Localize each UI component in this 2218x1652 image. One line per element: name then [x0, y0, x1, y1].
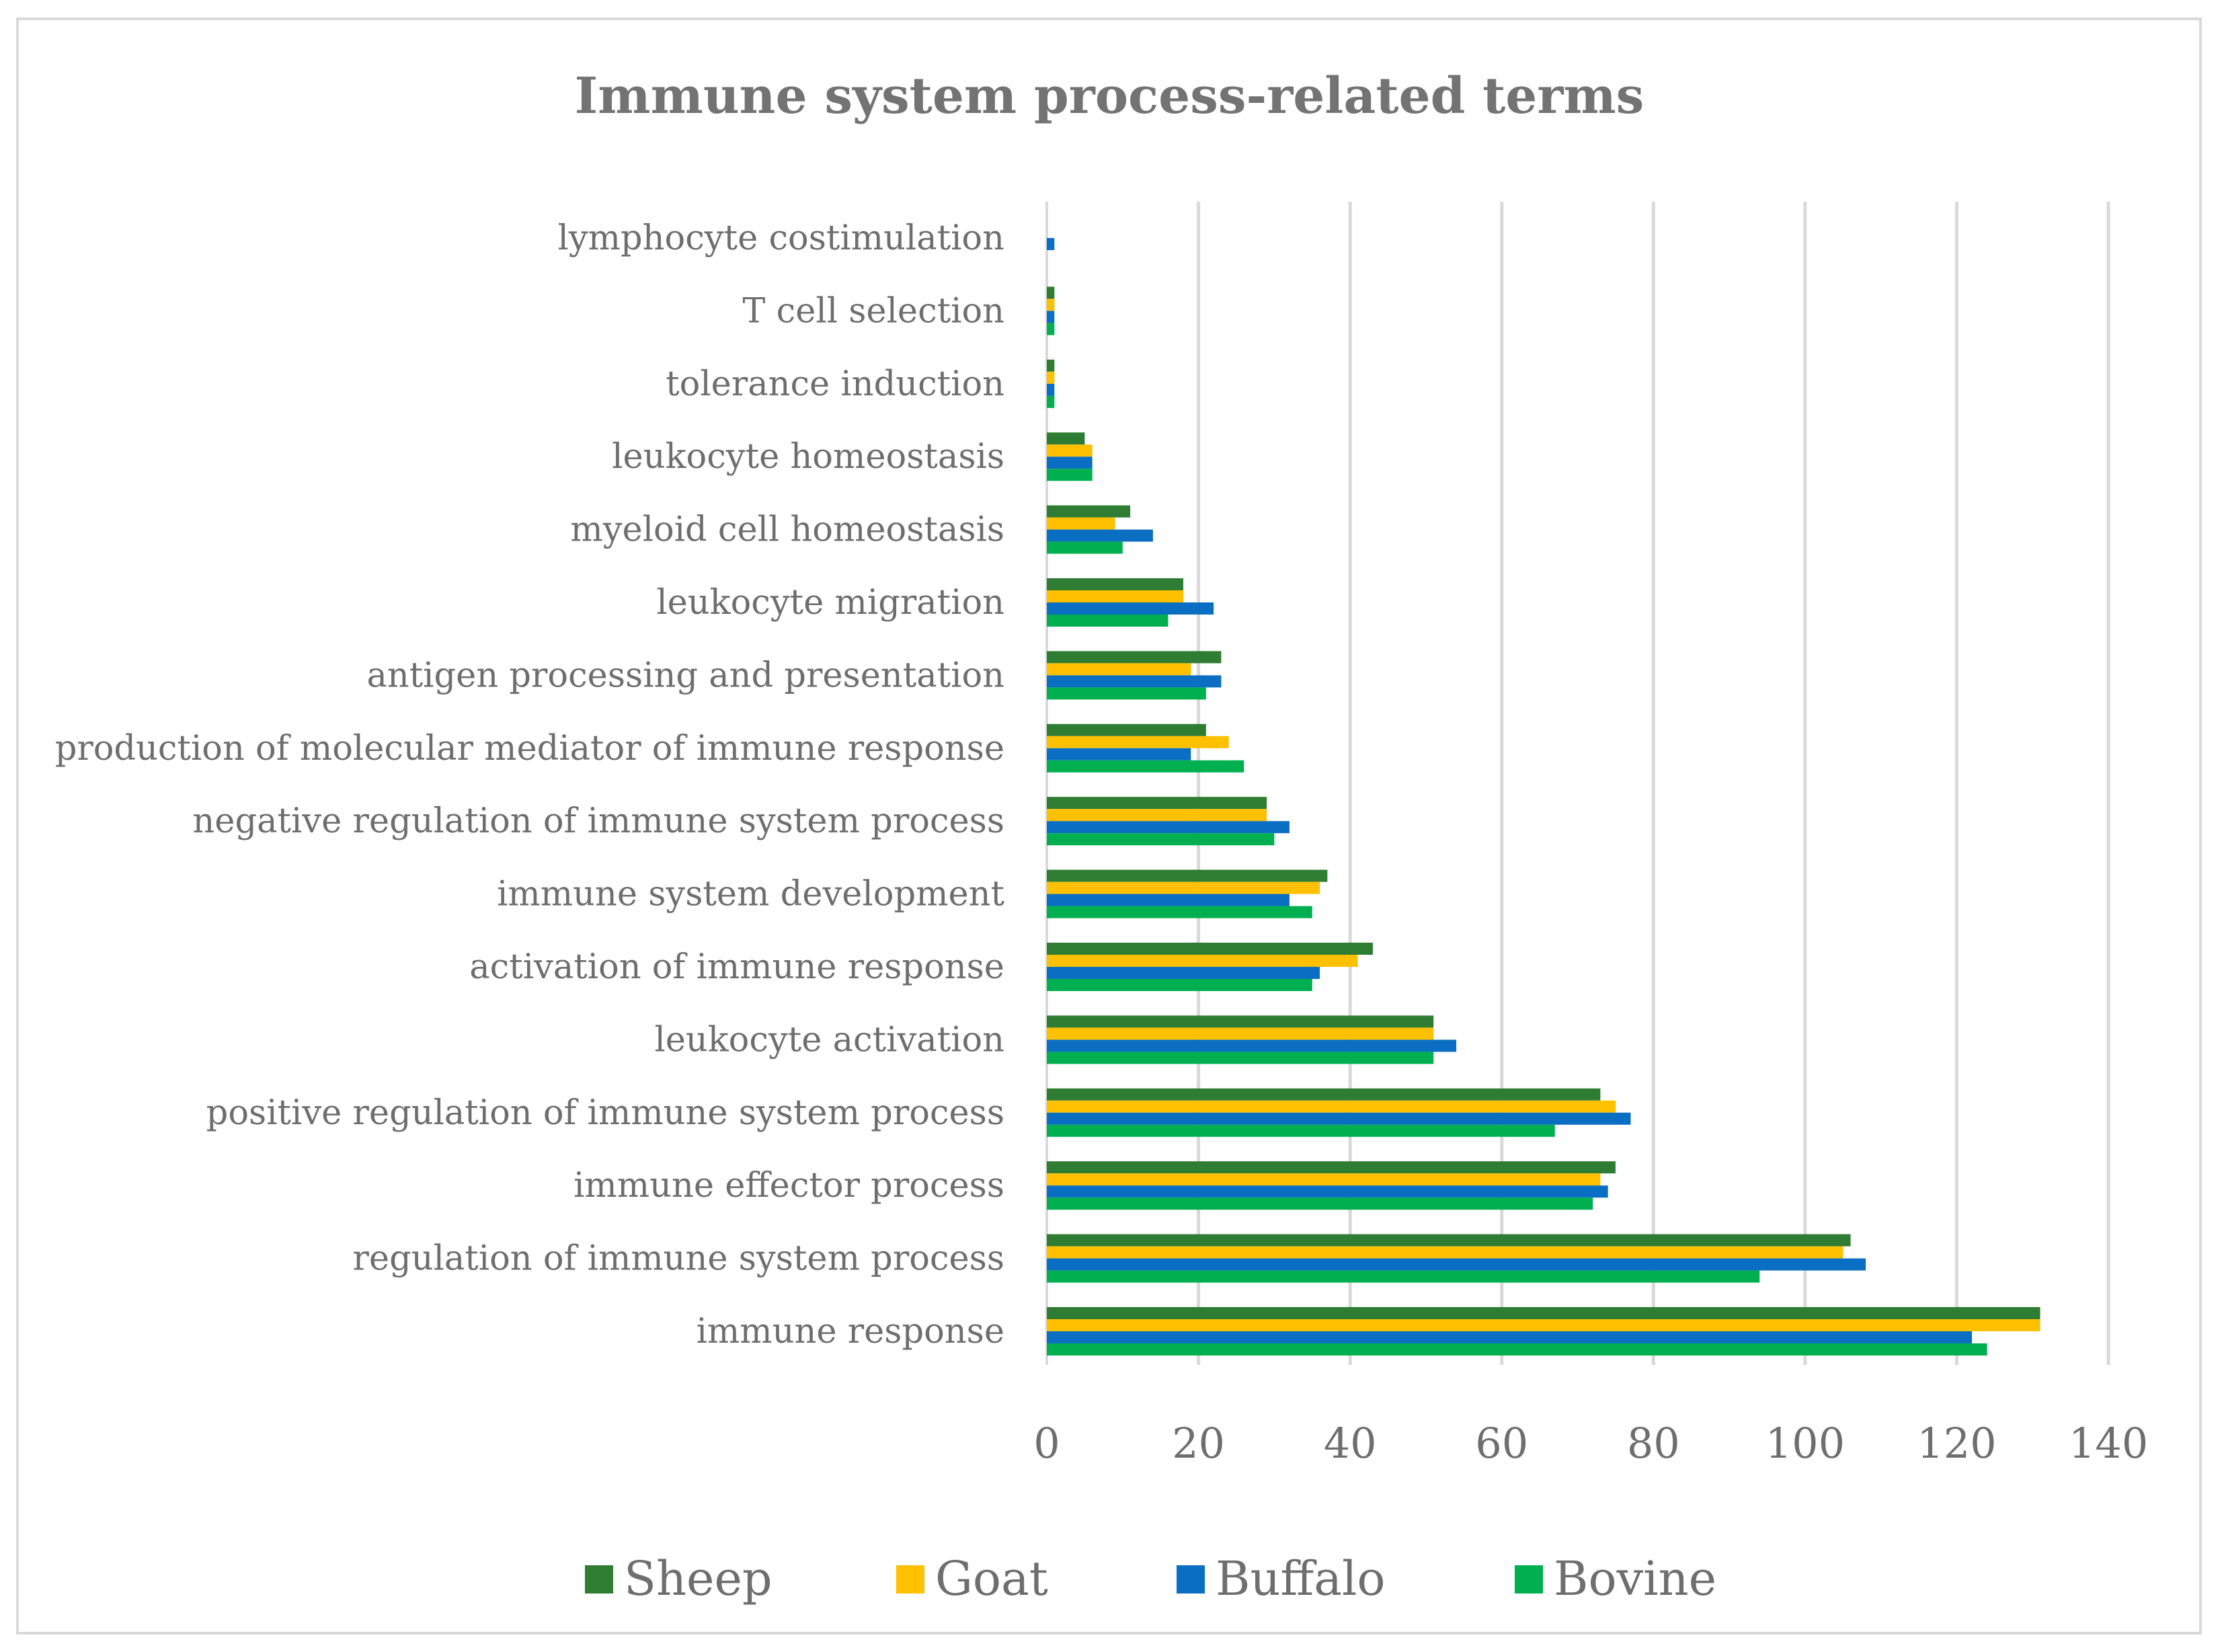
bar-buffalo [1047, 675, 1222, 688]
bar-bovine [1047, 760, 1244, 773]
category-label: production of molecular mediator of immu… [55, 729, 1004, 769]
category-label: leukocyte homeostasis [612, 437, 1004, 477]
bar-bovine [1047, 541, 1123, 554]
bar-bovine [1047, 687, 1206, 700]
legend: Sheep Goat Buffalo Bovine [585, 1551, 1716, 1606]
category-label: T cell selection [742, 291, 1004, 331]
bar-bovine [1047, 615, 1169, 627]
legend-label-goat: Goat [935, 1551, 1048, 1606]
bar-bovine [1047, 1343, 1987, 1355]
bar-goat [1047, 299, 1055, 311]
x-tick-label: 40 [1324, 1419, 1377, 1468]
category-label: tolerance induction [666, 364, 1004, 404]
x-tick-label: 100 [1766, 1419, 1845, 1468]
bar-goat [1047, 517, 1115, 530]
bar-bovine [1047, 395, 1055, 408]
bar-sheep [1047, 359, 1055, 372]
legend-swatch-sheep [585, 1565, 613, 1594]
bar-sheep [1047, 1161, 1616, 1174]
category-label: leukocyte activation [654, 1020, 1004, 1060]
x-tick-label: 60 [1475, 1419, 1528, 1468]
legend-swatch-bovine [1515, 1565, 1543, 1594]
bar-goat [1047, 444, 1093, 457]
bar-bovine [1047, 979, 1312, 991]
legend-label-buffalo: Buffalo [1216, 1551, 1386, 1606]
bar-sheep [1047, 723, 1206, 736]
bar-bovine [1047, 906, 1312, 918]
category-label: immune response [697, 1312, 1004, 1351]
bar-goat [1047, 371, 1055, 384]
bar-buffalo [1047, 311, 1055, 323]
bar-sheep [1047, 943, 1373, 955]
x-tick-labels: 0 20 40 60 80 100 120 140 [1033, 1419, 2148, 1468]
bar-goat [1047, 1173, 1601, 1186]
bar-bovine [1047, 1270, 1760, 1283]
bar-buffalo [1047, 1112, 1631, 1125]
bar-goat [1047, 1319, 2041, 1331]
bar-buffalo [1047, 967, 1320, 979]
bar-sheep [1047, 1234, 1851, 1247]
category-label: leukocyte migration [656, 583, 1004, 623]
bar-bovine [1047, 1124, 1555, 1137]
category-labels: immune response regulation of immune syst… [55, 219, 1005, 1351]
bar-goat [1047, 736, 1229, 748]
bar-sheep [1047, 1307, 2041, 1319]
bar-buffalo [1047, 1185, 1608, 1198]
bar-goat [1047, 663, 1191, 676]
category-label: antigen processing and presentation [366, 656, 1004, 695]
bar-buffalo [1047, 1331, 1972, 1343]
bar-goat [1047, 1100, 1616, 1113]
x-tick-label: 0 [1033, 1419, 1060, 1468]
bar-sheep [1047, 869, 1328, 882]
bar-buffalo [1047, 238, 1055, 250]
legend-label-sheep: Sheep [624, 1551, 773, 1606]
x-tick-label: 120 [1917, 1419, 1996, 1468]
bar-buffalo [1047, 1258, 1866, 1271]
category-label: negative regulation of immune system pro… [192, 801, 1004, 841]
bar-sheep [1047, 286, 1055, 299]
category-label: lymphocyte costimulation [558, 219, 1004, 258]
category-label: regulation of immune system process [353, 1239, 1004, 1279]
bar-buffalo [1047, 383, 1055, 396]
bar-bovine [1047, 469, 1093, 481]
x-tick-label: 140 [2069, 1419, 2148, 1468]
bar-sheep [1047, 432, 1085, 445]
bar-goat [1047, 809, 1267, 822]
bar-buffalo [1047, 1039, 1457, 1052]
bar-goat [1047, 1027, 1434, 1040]
x-tick-label: 20 [1172, 1419, 1225, 1468]
legend-label-bovine: Bovine [1554, 1551, 1716, 1606]
bar-sheep [1047, 578, 1184, 590]
category-label: myeloid cell homeostasis [570, 510, 1004, 550]
legend-swatch-buffalo [1177, 1565, 1205, 1594]
bar-buffalo [1047, 894, 1290, 906]
bar-buffalo [1047, 602, 1214, 615]
bar-goat [1047, 590, 1184, 602]
bar-goat [1047, 1246, 1844, 1259]
bars [1047, 238, 2041, 1355]
bar-sheep [1047, 651, 1222, 664]
category-label: positive regulation of immune system pro… [206, 1093, 1004, 1133]
bar-sheep [1047, 1015, 1434, 1028]
bar-buffalo [1047, 529, 1153, 542]
bar-goat [1047, 881, 1320, 894]
x-tick-label: 80 [1627, 1419, 1680, 1468]
category-label: activation of immune response [469, 947, 1004, 987]
bar-sheep [1047, 797, 1267, 810]
bar-buffalo [1047, 457, 1093, 469]
bar-sheep [1047, 1088, 1601, 1101]
chart-title: Immune system process-related terms [575, 67, 1645, 125]
bar-goat [1047, 955, 1358, 967]
bar-buffalo [1047, 821, 1290, 834]
bar-bovine [1047, 1052, 1434, 1064]
bar-bovine [1047, 323, 1055, 336]
bar-sheep [1047, 505, 1131, 518]
category-label: immune effector process [573, 1166, 1004, 1206]
category-label: immune system development [497, 875, 1004, 914]
bar-buffalo [1047, 748, 1191, 760]
legend-swatch-goat [896, 1565, 924, 1594]
bar-bovine [1047, 1197, 1593, 1210]
bar-bovine [1047, 833, 1275, 846]
